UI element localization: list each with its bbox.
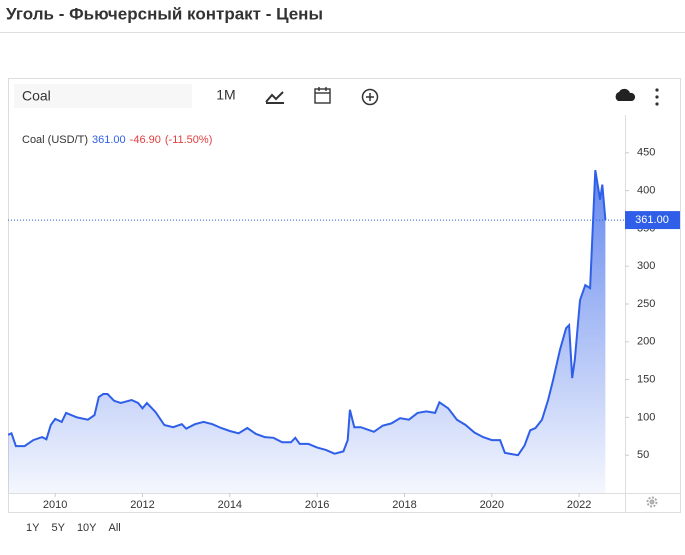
price-line (8, 170, 607, 457)
range-button[interactable]: All (109, 522, 121, 534)
calendar-icon[interactable] (314, 87, 331, 104)
legend-last: 361.00 (92, 134, 126, 146)
y-tick-label: 150 (637, 374, 655, 386)
legend-name: Coal (USD/T) (22, 134, 88, 146)
y-tick-label: 250 (637, 298, 655, 310)
page-title: Уголь - Фьючерсный контракт - Цены (6, 4, 323, 23)
settings-icon[interactable] (646, 496, 658, 508)
y-tick-label: 300 (637, 260, 655, 272)
x-tick-label: 2010 (43, 499, 67, 511)
y-tick-label: 50 (637, 449, 649, 461)
x-tick-label: 2012 (130, 499, 154, 511)
last-price-box (625, 211, 680, 230)
x-tick-label: 2018 (392, 499, 416, 511)
search-text[interactable]: Coal (22, 88, 51, 104)
interval-button[interactable]: 1M (216, 87, 235, 103)
legend-change-pct: (-11.50%) (165, 134, 212, 146)
chart-type-icon[interactable] (265, 91, 284, 104)
menu-icon[interactable] (655, 88, 659, 106)
area-fill (8, 170, 606, 493)
legend-change: -46.90 (130, 134, 161, 146)
y-tick-label: 400 (637, 185, 655, 197)
compare-icon[interactable] (361, 88, 379, 106)
download-icon[interactable] (615, 88, 636, 101)
x-tick-label: 2014 (218, 499, 242, 511)
y-tick-label: 450 (637, 147, 655, 159)
x-tick-label: 2016 (305, 499, 329, 511)
last-price-label: 361.00 (635, 214, 669, 226)
range-button[interactable]: 10Y (77, 522, 97, 534)
search-box[interactable] (14, 84, 192, 108)
y-tick-label: 100 (637, 411, 655, 423)
x-tick-label: 2022 (567, 499, 591, 511)
range-button[interactable]: 5Y (51, 522, 65, 534)
x-tick-label: 2020 (480, 499, 504, 511)
range-button[interactable]: 1Y (26, 522, 40, 534)
y-tick-label: 200 (637, 336, 655, 348)
